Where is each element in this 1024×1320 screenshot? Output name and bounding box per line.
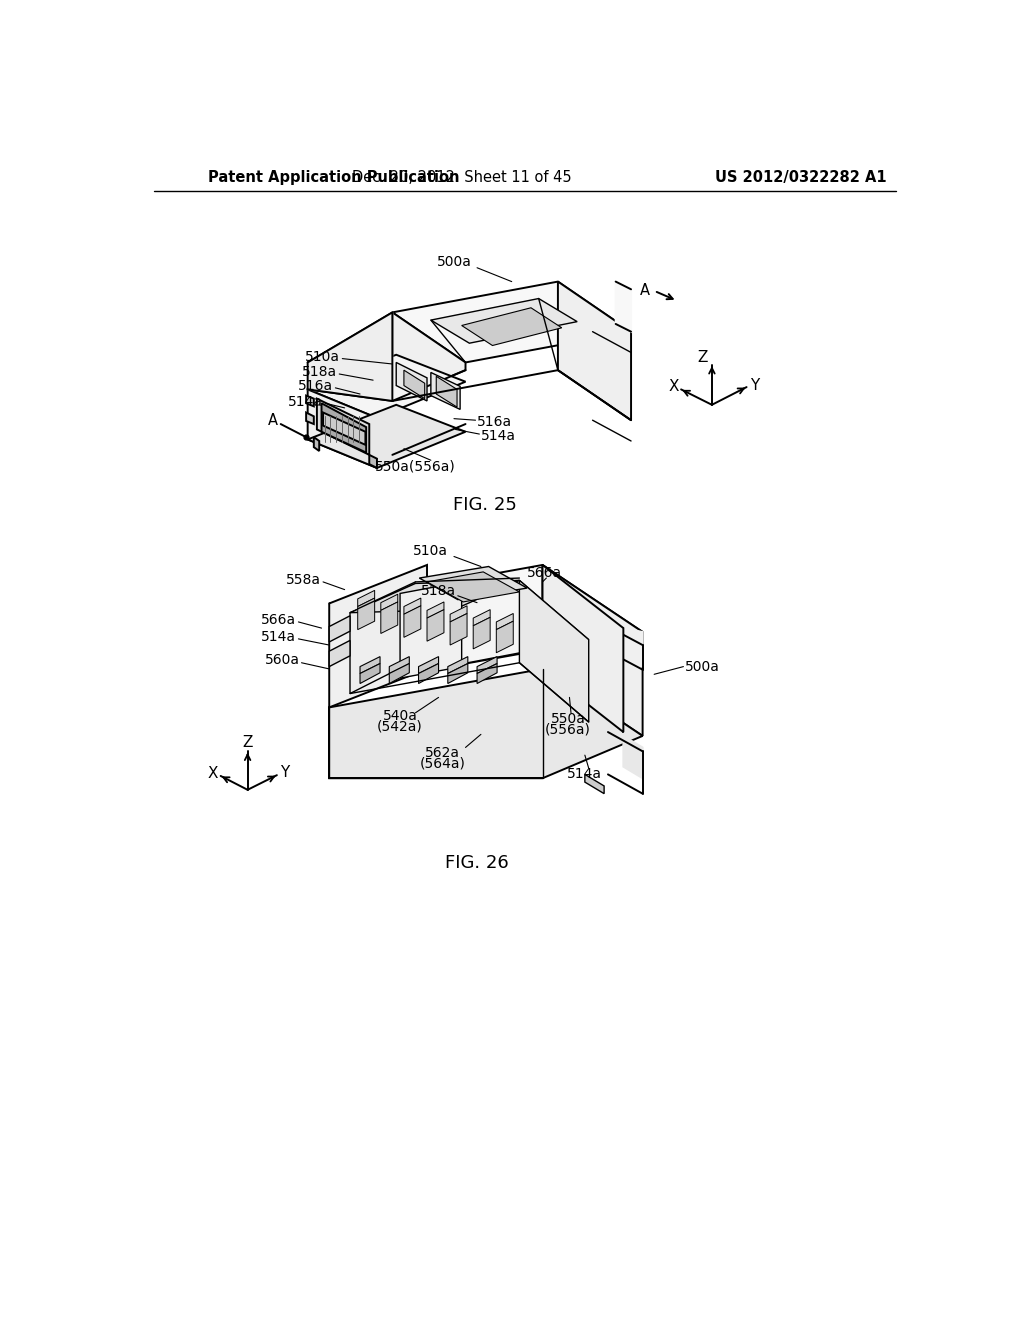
Polygon shape xyxy=(419,664,438,684)
Text: (556a): (556a) xyxy=(545,723,591,737)
Polygon shape xyxy=(330,669,643,779)
Text: 566a: 566a xyxy=(527,566,562,579)
Text: X: X xyxy=(669,379,679,393)
Text: 514a: 514a xyxy=(261,631,296,644)
Polygon shape xyxy=(447,664,468,684)
Text: Patent Application Publication: Patent Application Publication xyxy=(208,170,459,185)
Polygon shape xyxy=(624,628,643,667)
Polygon shape xyxy=(558,281,631,420)
Text: 514a: 514a xyxy=(567,767,602,781)
Polygon shape xyxy=(330,565,427,708)
Text: (542a): (542a) xyxy=(377,719,423,734)
Polygon shape xyxy=(403,370,425,399)
Polygon shape xyxy=(389,664,410,684)
Polygon shape xyxy=(585,775,604,793)
Text: A: A xyxy=(640,284,650,298)
Polygon shape xyxy=(543,565,643,737)
Polygon shape xyxy=(497,622,513,653)
Text: 550a(556a): 550a(556a) xyxy=(375,459,456,474)
Polygon shape xyxy=(307,313,392,401)
Text: 500a: 500a xyxy=(436,255,471,269)
Text: 550a: 550a xyxy=(551,711,586,726)
Text: 510a: 510a xyxy=(414,544,449,558)
Polygon shape xyxy=(419,566,527,599)
Text: FIG. 25: FIG. 25 xyxy=(453,496,517,513)
Polygon shape xyxy=(357,598,375,630)
Text: 518a: 518a xyxy=(421,585,456,598)
Polygon shape xyxy=(477,656,497,673)
Polygon shape xyxy=(392,313,466,401)
Polygon shape xyxy=(330,615,350,642)
Text: 518a: 518a xyxy=(302,364,337,379)
Text: Z: Z xyxy=(243,735,253,750)
Polygon shape xyxy=(307,405,466,469)
Polygon shape xyxy=(392,281,631,363)
Polygon shape xyxy=(462,308,562,346)
Polygon shape xyxy=(473,618,490,649)
Text: 510a: 510a xyxy=(305,350,340,364)
Text: 516a: 516a xyxy=(298,379,333,393)
Text: 514a: 514a xyxy=(288,395,323,409)
Text: 516a: 516a xyxy=(477,414,512,429)
Polygon shape xyxy=(400,582,462,678)
Polygon shape xyxy=(431,298,578,343)
Text: 558a: 558a xyxy=(286,573,321,587)
Polygon shape xyxy=(403,606,421,638)
Polygon shape xyxy=(419,656,438,673)
Text: 566a: 566a xyxy=(261,614,296,627)
Text: 562a: 562a xyxy=(425,746,460,760)
Text: X: X xyxy=(208,766,218,781)
Polygon shape xyxy=(427,610,444,642)
Polygon shape xyxy=(624,737,643,779)
Polygon shape xyxy=(306,396,313,407)
Polygon shape xyxy=(307,389,377,469)
Polygon shape xyxy=(431,372,460,409)
Polygon shape xyxy=(350,581,589,673)
Polygon shape xyxy=(381,602,397,634)
Text: 560a: 560a xyxy=(265,653,300,668)
Text: 540a: 540a xyxy=(383,709,418,723)
Polygon shape xyxy=(451,606,467,622)
Polygon shape xyxy=(322,404,367,453)
Polygon shape xyxy=(330,640,350,667)
Text: Y: Y xyxy=(280,766,289,780)
Polygon shape xyxy=(473,610,490,626)
Polygon shape xyxy=(316,399,370,455)
Polygon shape xyxy=(403,598,421,614)
Polygon shape xyxy=(323,412,366,445)
Polygon shape xyxy=(389,656,410,673)
Polygon shape xyxy=(396,363,427,401)
Text: (564a): (564a) xyxy=(420,756,465,771)
Polygon shape xyxy=(307,355,466,418)
Polygon shape xyxy=(350,581,519,612)
Polygon shape xyxy=(360,664,380,684)
Text: 514a: 514a xyxy=(481,429,516,442)
Text: Y: Y xyxy=(750,378,759,393)
Polygon shape xyxy=(427,572,519,602)
Polygon shape xyxy=(360,656,380,673)
Polygon shape xyxy=(427,602,444,618)
Text: Z: Z xyxy=(697,350,708,364)
Text: A: A xyxy=(268,413,278,428)
Polygon shape xyxy=(497,614,513,630)
Text: Dec. 20, 2012  Sheet 11 of 45: Dec. 20, 2012 Sheet 11 of 45 xyxy=(352,170,571,185)
Polygon shape xyxy=(350,583,416,693)
Polygon shape xyxy=(306,412,313,424)
Polygon shape xyxy=(615,281,631,331)
Polygon shape xyxy=(451,614,467,645)
Polygon shape xyxy=(519,581,589,722)
Polygon shape xyxy=(447,656,468,673)
Polygon shape xyxy=(313,437,319,451)
Text: US 2012/0322282 A1: US 2012/0322282 A1 xyxy=(715,170,887,185)
Polygon shape xyxy=(307,313,392,401)
Polygon shape xyxy=(381,594,397,610)
Polygon shape xyxy=(357,590,375,607)
Polygon shape xyxy=(370,455,377,469)
Polygon shape xyxy=(477,664,497,684)
Text: FIG. 26: FIG. 26 xyxy=(445,854,509,873)
Polygon shape xyxy=(330,565,643,671)
Polygon shape xyxy=(543,565,624,733)
Text: 500a: 500a xyxy=(685,660,720,673)
Polygon shape xyxy=(436,376,457,407)
